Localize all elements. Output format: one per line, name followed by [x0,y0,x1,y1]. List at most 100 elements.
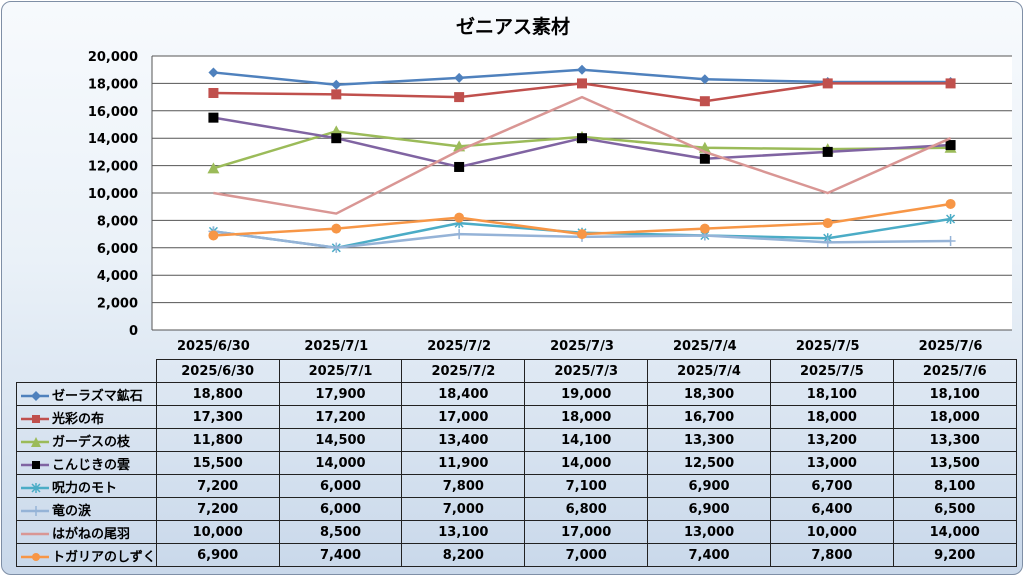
table-cell: 7,000 [401,497,526,521]
table-cell: 11,800 [155,428,280,452]
table-cell: 14,000 [892,520,1017,544]
table-row: 呪力のモト 7,200 6,000 7,800 7,100 6,900 6,700 8,100 [16,474,1017,498]
legend-label: ガーデスの枝 [52,434,131,450]
table-cell: 13,300 [892,428,1017,452]
table-cell: 13,000 [647,520,771,544]
legend-key [21,437,49,447]
legend-label: はがねの尾羽 [52,526,131,542]
data-point [207,162,220,174]
table-cell: 7,400 [647,543,771,567]
table-cell: 6,900 [647,497,771,521]
legend-label: 竜の涙 [52,503,92,519]
table-cell: 13,500 [892,451,1017,475]
table-column-header: 2025/7/1 [278,359,403,383]
legend-key-marker [32,415,40,423]
legend-entry: ゼーラズマ鉱石 [16,382,157,406]
y-tick-label: 12,000 [88,160,138,175]
y-tick-label: 8,000 [97,214,138,229]
data-point [945,78,956,89]
data-point [331,242,342,253]
table-cell: 7,800 [769,543,894,567]
table-row: ガーデスの枝 11,800 14,500 13,400 14,100 13,300 13,2… [16,428,1017,452]
table-cell: 13,200 [769,428,894,452]
data-point [208,87,219,98]
series-line [213,95,952,215]
table-cell: 8,500 [278,520,403,544]
data-point [454,212,465,223]
data-point [822,78,833,89]
legend-label: トガリアのしずく [52,549,156,565]
table-cell: 6,000 [278,474,403,498]
table-cell: 6,700 [769,474,894,498]
table-cell: 7,200 [155,474,280,498]
table-cell: 8,100 [892,474,1017,498]
table-row: 光彩の布 17,300 17,200 17,000 18,000 16,700 18,000… [16,405,1017,429]
data-point [454,72,465,83]
legend-entry: こんじきの雲 [16,451,157,475]
table-cell: 6,000 [278,497,403,521]
x-tick-label: 2025/7/3 [550,339,614,354]
table-column-header: 2025/7/4 [647,359,771,383]
table-row: ゼーラズマ鉱石 18,800 17,900 18,400 19,000 18,300 18,… [16,382,1017,406]
table-cell: 11,900 [401,451,526,475]
table-row: こんじきの雲 15,500 14,000 11,900 14,000 12,500 13,0… [16,451,1017,475]
table-cell: 7,400 [278,543,403,567]
table-cell: 18,000 [769,405,894,429]
data-point [945,198,956,209]
data-point [331,223,342,234]
legend-entry: 呪力のモト [16,474,157,498]
data-point [946,214,956,225]
table-header-row: 2025/6/30 2025/7/1 2025/7/2 2025/7/3 2025/7/… [16,359,1017,383]
legend-key [21,553,49,561]
legend-entry: 竜の涙 [16,497,157,521]
table-cell: 9,200 [892,543,1017,567]
y-tick-label: 4,000 [97,269,138,284]
table-cell: 17,200 [278,405,403,429]
data-point [454,92,465,103]
table-cell: 18,400 [401,382,526,406]
table-column-header: 2025/7/3 [524,359,649,383]
legend-entry: トガリアのしずく [16,543,157,567]
legend-key-marker [31,391,41,401]
y-tick-label: 14,000 [88,132,138,147]
table-cell: 6,400 [769,497,894,521]
data-point [454,229,465,240]
table-cell: 17,000 [524,520,649,544]
table-cell: 17,900 [278,382,403,406]
legend-entry: ガーデスの枝 [16,428,157,452]
data-point [699,96,710,107]
legend-label: 光彩の布 [52,411,105,427]
table-cell: 14,000 [524,451,649,475]
table-column-header: 2025/7/2 [401,359,526,383]
table-cell: 14,000 [278,451,403,475]
data-point [208,112,219,123]
table-cell: 17,000 [401,405,526,429]
table-cell: 8,200 [401,543,526,567]
x-tick-label: 2025/6/30 [177,339,250,354]
table-cell: 18,100 [892,382,1017,406]
table-column-header: 2025/6/30 [155,359,280,383]
table-cell: 10,000 [769,520,894,544]
table-cell: 13,300 [647,428,771,452]
legend-key [21,415,49,423]
legend-key [21,506,49,516]
table-cell: 18,800 [155,382,280,406]
data-point [577,64,587,75]
data-point [699,223,710,234]
data-point [945,235,956,246]
data-point [822,237,833,248]
data-point [945,140,956,151]
table-cell: 6,500 [892,497,1017,521]
data-point [331,89,342,100]
data-point [208,230,219,241]
legend-key [21,483,49,493]
table-corner [16,359,157,383]
x-tick-label: 2025/7/4 [673,339,737,354]
data-table: 2025/6/30 2025/7/1 2025/7/2 2025/7/3 2025/7/… [16,359,1017,567]
y-tick-label: 10,000 [88,187,138,202]
data-point [577,78,587,89]
table-cell: 16,700 [647,405,771,429]
legend-key [21,461,49,469]
data-point [822,218,833,229]
